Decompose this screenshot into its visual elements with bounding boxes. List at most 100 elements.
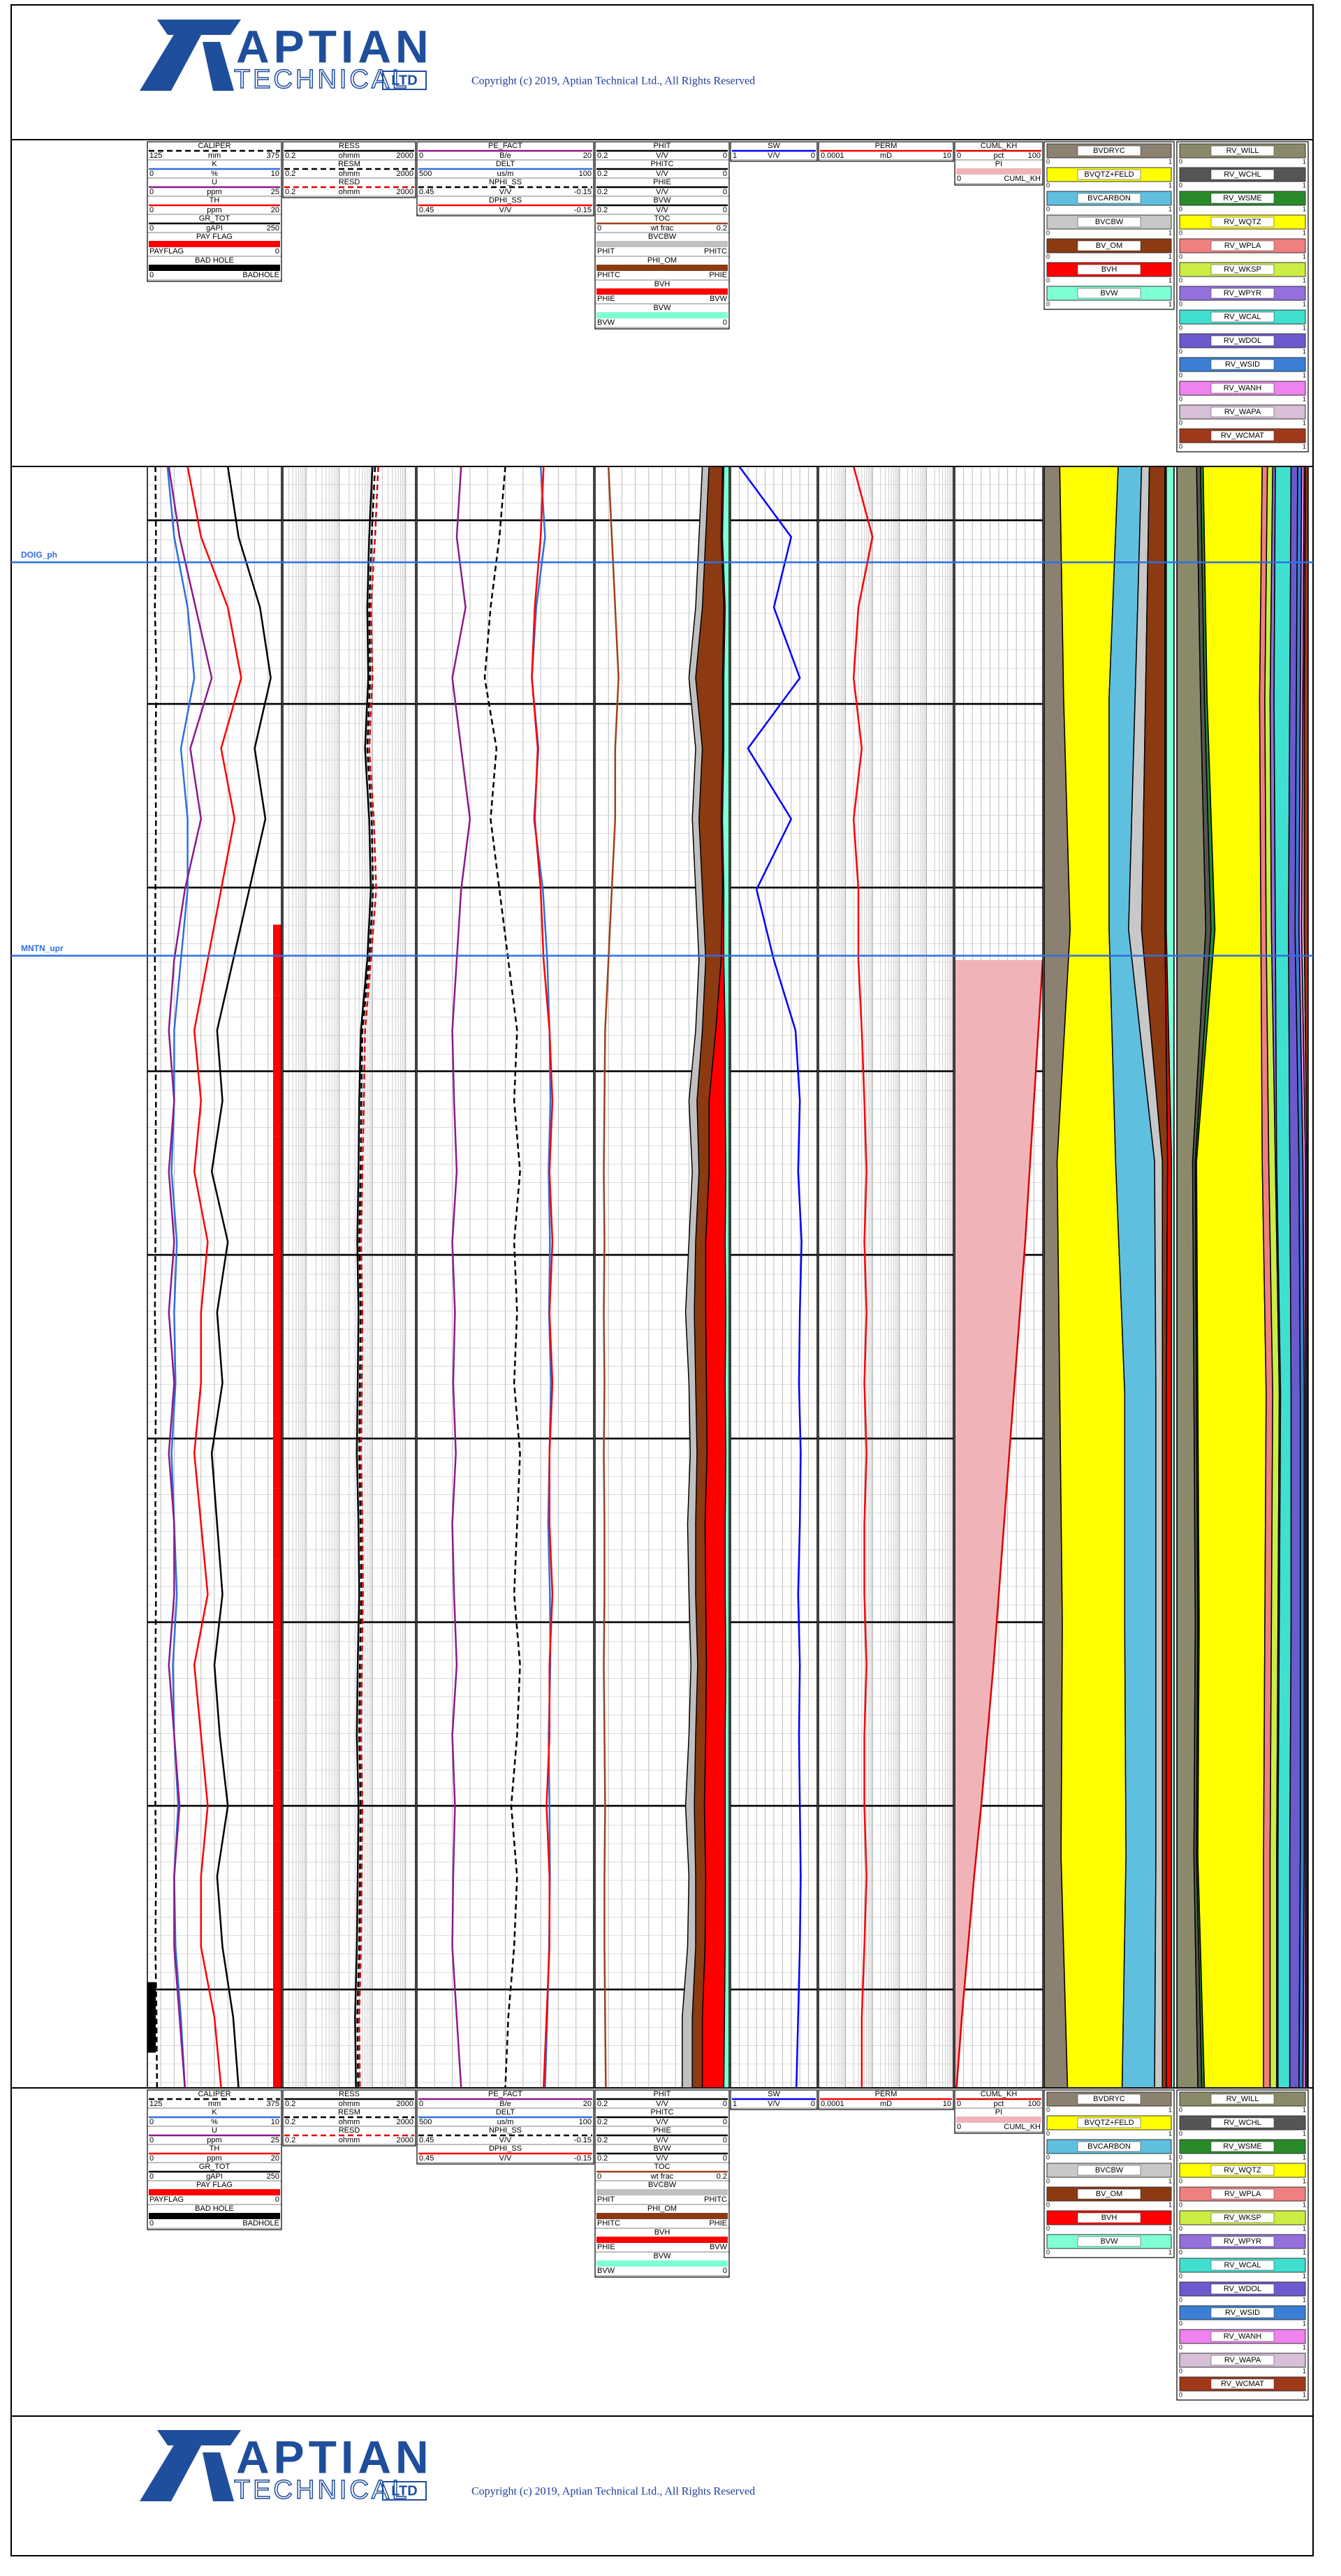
scale-right: 20 [271,2154,279,2163]
curve-name: PERM [875,142,897,150]
scale-left: 0 [1179,419,1182,426]
curve-name: GR_TOT [199,214,230,223]
scale-right: 1 [1168,2249,1172,2255]
scale-right: PHITC [704,2195,727,2204]
curve-name: NPHI_SS [489,2126,522,2135]
legend-label-bg [1077,240,1141,251]
scale-unit: V/V [499,2154,512,2163]
scale-left: 0.45 [419,2136,434,2144]
header-box [730,2089,818,2110]
legend-label: RV_WPLA [1224,2190,1261,2198]
scale-left: 0.45 [419,188,434,196]
scale-unit: pct [994,2100,1004,2108]
curve [955,959,1043,2088]
scale-left: 0 [597,2172,601,2181]
legend-label-bg [1210,406,1275,418]
scale-left: 0 [1046,2154,1050,2161]
curve-name: SW [768,2090,780,2098]
curve [701,466,725,2088]
scale-left: 0.2 [597,2154,608,2163]
page-border [10,4,1314,2556]
scale-right: 100 [1028,2100,1041,2108]
logo-mark [157,20,241,35]
logo-subtitle: TECHNICAL [234,2475,409,2505]
track-border [954,466,1043,2089]
curve [358,466,379,2088]
scale-right: PHITC [704,247,727,256]
logo-title: APTIAN [236,20,433,72]
scale-right: 1 [1303,2367,1306,2374]
scale-left: 1 [733,152,737,160]
curve-name: PHIE [653,178,671,186]
scale-right: 250 [267,224,279,233]
scale-left: 0 [1179,182,1182,189]
header-box [1176,2089,1309,2401]
legend-label-bg [1210,240,1275,251]
scale-right: 1 [1303,443,1306,450]
curve [168,466,213,2088]
scale-right: 1 [1303,2272,1306,2279]
fill-name: BVW [653,304,671,312]
scale-left: 0 [1179,300,1182,307]
legend-label-bg [1210,430,1275,441]
scale-left: 0 [1179,2296,1182,2303]
scale-left: 0 [1179,2367,1182,2374]
logo-ltd: LTD [391,2483,417,2498]
scale-left: 1 [733,2100,737,2108]
legend-label-bg [1077,288,1141,299]
scale-left: PHIT [597,247,615,256]
legend-label: RV_WCHL [1224,2119,1261,2127]
logo-title: APTIAN [236,2431,433,2482]
curve-name: SW [768,142,780,150]
curve-name: PHITC [651,160,674,168]
scale-left: 0 [1179,205,1182,212]
track-border [594,466,730,2089]
legend-label-bg [1077,169,1141,180]
scale-left: 0 [1179,2177,1182,2184]
scale-right: 375 [267,152,279,160]
scale-right: 0 [275,247,279,256]
fill-key [596,288,728,295]
scale-right: 2000 [397,152,413,160]
legend-label-bg [1210,145,1275,156]
curve-name: K [212,2108,217,2117]
curve-name: RESM [338,2108,360,2117]
scale-right: 1 [1303,229,1306,236]
flag [273,1066,281,1137]
track [852,466,874,2088]
legend-label: BVW [1100,2237,1118,2246]
scale-unit: V/V [656,2100,668,2108]
scale-unit: pct [994,152,1004,160]
curve [738,466,803,2088]
scale-left: 0 [1179,2343,1182,2350]
scale-left: 0.2 [285,2136,295,2144]
legend-label-bg [1210,2236,1275,2247]
flag [273,2052,281,2088]
curve-name: GR_TOT [199,2163,230,2171]
scale-right: 1 [1303,300,1306,307]
scale-right: 1 [1303,419,1306,426]
scale-unit: % [211,2118,218,2126]
scale-unit: B/e [499,2100,511,2108]
scale-right: BVW [710,295,728,303]
curve [721,466,726,2088]
scale-unit: V/V [499,206,512,214]
scale-left: 0 [1179,253,1182,260]
scale-unit: ppm [207,2136,221,2144]
scale-unit: % [211,170,218,178]
scale-left: 0 [1179,158,1182,165]
scale-right: 1 [1303,2225,1306,2232]
fill-area [692,466,724,2088]
scale-left: 0 [149,170,154,178]
scale-right: CUML_KH [1004,2123,1041,2131]
scale-right: 2000 [397,2100,413,2108]
curve-name: DPHI_SS [489,196,522,205]
scale-right: 1 [1168,2130,1172,2137]
scale-unit: ohmm [339,2100,360,2108]
scale-left: 0 [1179,2130,1182,2137]
logo-mark [140,2430,210,2501]
copyright: Copyright (c) 2019, Aptian Technical Ltd… [471,2486,755,2498]
scale-unit: V/V [656,2136,668,2144]
flag [273,1629,281,1700]
